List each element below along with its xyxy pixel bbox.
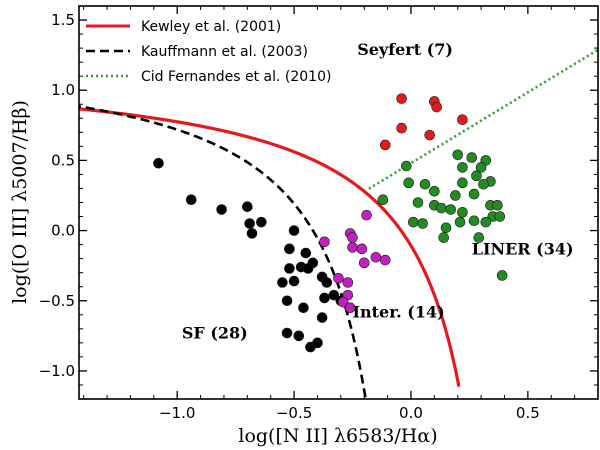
point-liner bbox=[478, 178, 489, 190]
point-liner bbox=[468, 215, 480, 227]
point-intermediate bbox=[347, 232, 358, 243]
point-sf bbox=[288, 275, 300, 287]
point-intermediate bbox=[319, 236, 330, 248]
point-liner bbox=[419, 178, 431, 190]
region-label-sf-28: SF (28) bbox=[182, 324, 248, 343]
point-intermediate bbox=[361, 209, 372, 221]
point-intermediate bbox=[356, 243, 368, 255]
point-intermediate bbox=[337, 296, 349, 308]
legend: Kewley et al. (2001) Kauffmann et al. (2… bbox=[86, 19, 331, 85]
point-sf bbox=[281, 295, 293, 307]
point-liner bbox=[454, 216, 466, 228]
point-liner bbox=[471, 170, 482, 182]
point-liner bbox=[438, 232, 450, 243]
point-intermediate bbox=[342, 277, 354, 288]
point-sf bbox=[216, 204, 227, 215]
point-sf bbox=[153, 157, 164, 169]
point-sf bbox=[281, 327, 293, 339]
y-tick-label: 1.0 bbox=[51, 81, 75, 99]
y-axis-label: log([O III] λ5007/Hβ) bbox=[9, 100, 31, 304]
point-seyfert bbox=[396, 122, 407, 134]
point-liner bbox=[408, 216, 419, 228]
point-sf bbox=[302, 263, 314, 274]
point-liner bbox=[457, 207, 468, 218]
point-sf bbox=[284, 263, 295, 274]
point-sf bbox=[244, 218, 255, 229]
y-tick-label: 0.5 bbox=[51, 151, 75, 169]
point-liner bbox=[457, 177, 468, 189]
point-liner bbox=[400, 160, 412, 172]
point-seyfert bbox=[379, 139, 391, 151]
region-label-seyfert-7: Seyfert (7) bbox=[357, 40, 453, 59]
point-intermediate bbox=[333, 272, 344, 284]
point-liner bbox=[445, 204, 457, 215]
point-liner bbox=[452, 149, 464, 161]
region-label-inter-14: Inter. (14) bbox=[353, 303, 445, 322]
point-liner bbox=[450, 190, 461, 201]
point-sf bbox=[321, 277, 333, 288]
point-sf bbox=[246, 228, 258, 239]
point-sf bbox=[242, 201, 253, 213]
point-intermediate bbox=[347, 242, 358, 253]
point-liner bbox=[429, 185, 440, 197]
point-liner bbox=[436, 202, 447, 214]
point-sf bbox=[312, 337, 323, 349]
point-sf bbox=[284, 243, 295, 255]
x-tick-label: 0.5 bbox=[516, 404, 540, 422]
point-liner bbox=[377, 194, 389, 205]
point-intermediate bbox=[379, 254, 391, 266]
point-intermediate bbox=[358, 257, 370, 269]
point-liner bbox=[466, 152, 478, 163]
x-tick-label: −0.5 bbox=[276, 404, 312, 422]
point-intermediate bbox=[344, 302, 356, 314]
legend-label-kewley: Kewley et al. (2001) bbox=[141, 19, 281, 35]
point-sf bbox=[298, 302, 309, 314]
point-sf bbox=[300, 247, 312, 259]
y-tick-label: −0.5 bbox=[39, 292, 75, 310]
legend-label-cid-fernandes: Cid Fernandes et al. (2010) bbox=[141, 69, 331, 85]
point-seyfert bbox=[431, 101, 442, 113]
point-seyfert bbox=[457, 114, 468, 125]
point-liner bbox=[403, 177, 414, 189]
point-sf bbox=[256, 216, 267, 228]
curve-kewley-et-al-2001 bbox=[79, 107, 461, 387]
point-sf bbox=[319, 292, 330, 304]
point-liner bbox=[468, 188, 480, 200]
curve-kauffmann-et-al-2003 bbox=[79, 105, 367, 399]
point-liner bbox=[480, 216, 492, 228]
point-liner bbox=[440, 222, 452, 234]
point-liner bbox=[496, 270, 508, 281]
y-tick-label: −1.0 bbox=[39, 362, 75, 380]
point-liner bbox=[457, 162, 468, 173]
point-liner bbox=[494, 211, 506, 222]
point-sf bbox=[277, 277, 288, 288]
point-seyfert bbox=[396, 93, 407, 104]
y-tick-label: 1.5 bbox=[51, 11, 75, 29]
point-intermediate bbox=[370, 251, 382, 263]
point-sf bbox=[328, 289, 340, 301]
point-sf bbox=[293, 330, 305, 342]
point-liner bbox=[475, 162, 487, 173]
region-label-liner-34: LINER (34) bbox=[472, 239, 574, 258]
point-seyfert bbox=[424, 129, 435, 141]
point-sf bbox=[316, 312, 328, 323]
point-liner bbox=[492, 200, 503, 211]
x-axis-label: log([N II] λ6583/Hα) bbox=[238, 425, 437, 447]
point-liner bbox=[412, 197, 424, 208]
point-sf bbox=[288, 225, 300, 236]
y-tick-label: 0.0 bbox=[51, 222, 75, 240]
legend-label-kauffmann: Kauffmann et al. (2003) bbox=[141, 44, 308, 60]
x-tick-label: −1.0 bbox=[159, 404, 195, 422]
point-liner bbox=[417, 218, 428, 229]
x-tick-label: 0.0 bbox=[399, 404, 423, 422]
point-sf bbox=[185, 194, 197, 205]
plot-frame bbox=[78, 5, 599, 400]
point-liner bbox=[473, 232, 485, 243]
